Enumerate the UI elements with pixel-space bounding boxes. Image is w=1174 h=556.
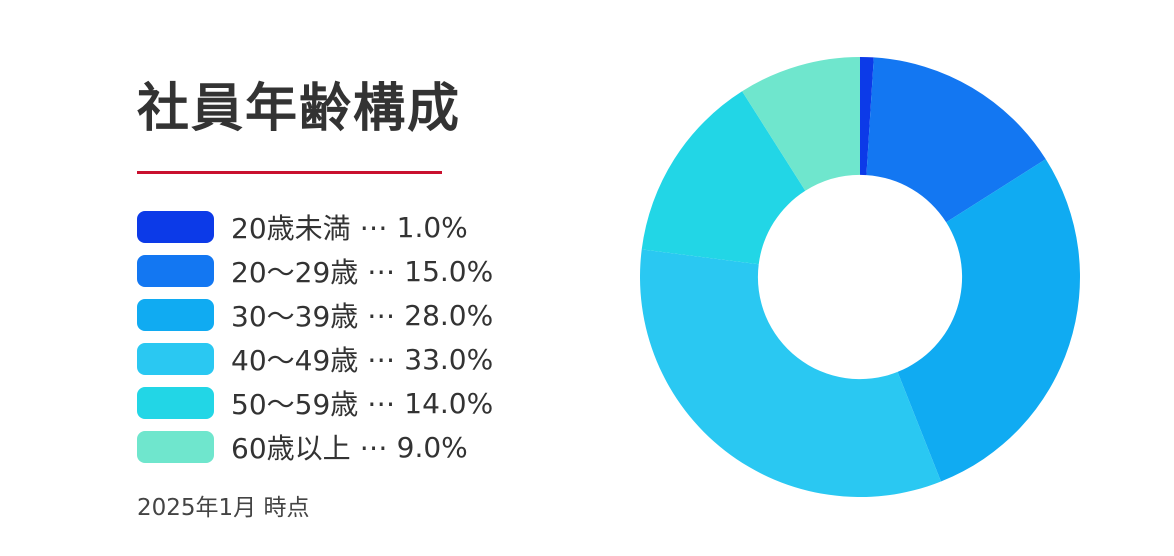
legend-row-40s: 40〜49歳 ⋯ 33.0% bbox=[137, 343, 493, 377]
legend-item-label: 60歳以上 bbox=[231, 432, 351, 465]
legend-separator: ⋯ bbox=[367, 386, 396, 420]
legend-item-text: 20歳未満 ⋯ 1.0% bbox=[231, 207, 468, 247]
legend-item-value: 9.0% bbox=[396, 430, 468, 464]
legend-item-value: 15.0% bbox=[404, 254, 494, 288]
legend-item-text: 40〜49歳 ⋯ 33.0% bbox=[231, 339, 493, 379]
legend-item-label: 30〜39歳 bbox=[231, 300, 359, 333]
legend-color-swatch bbox=[137, 343, 214, 375]
legend-item-text: 30〜39歳 ⋯ 28.0% bbox=[231, 295, 493, 335]
legend-separator: ⋯ bbox=[367, 342, 396, 376]
legend-row-60plus: 60歳以上 ⋯ 9.0% bbox=[137, 431, 493, 465]
donut-slice-1 bbox=[860, 57, 874, 176]
legend-color-swatch bbox=[137, 255, 214, 287]
legend-separator: ⋯ bbox=[367, 254, 396, 288]
legend-item-value: 28.0% bbox=[404, 298, 494, 332]
legend-row-30s: 30〜39歳 ⋯ 28.0% bbox=[137, 299, 493, 333]
legend-color-swatch bbox=[137, 299, 214, 331]
legend-row-20s: 20〜29歳 ⋯ 15.0% bbox=[137, 255, 493, 289]
donut-slice-5 bbox=[641, 91, 806, 265]
donut-chart bbox=[640, 57, 1080, 497]
legend-item-text: 50〜59歳 ⋯ 14.0% bbox=[231, 383, 493, 423]
footnote: 2025年1月 時点 bbox=[137, 495, 310, 521]
legend-item-text: 20〜29歳 ⋯ 15.0% bbox=[231, 251, 493, 291]
legend-separator: ⋯ bbox=[359, 210, 388, 244]
donut-slice-6 bbox=[742, 57, 860, 191]
legend-separator: ⋯ bbox=[359, 430, 388, 464]
donut-slice-2 bbox=[866, 57, 1046, 223]
donut-slices-group bbox=[640, 57, 1080, 497]
legend-color-swatch bbox=[137, 211, 214, 243]
legend-row-under20: 20歳未満 ⋯ 1.0% bbox=[137, 211, 493, 245]
legend-item-label: 20歳未満 bbox=[231, 212, 351, 245]
legend-row-50s: 50〜59歳 ⋯ 14.0% bbox=[137, 387, 493, 421]
legend-color-swatch bbox=[137, 387, 214, 419]
legend-item-label: 50〜59歳 bbox=[231, 388, 359, 421]
legend-item-value: 33.0% bbox=[404, 342, 494, 376]
legend-item-label: 20〜29歳 bbox=[231, 256, 359, 289]
legend-item-value: 1.0% bbox=[396, 210, 468, 244]
legend: 20歳未満 ⋯ 1.0% 20〜29歳 ⋯ 15.0% 30〜39歳 ⋯ 28.0% 40〜… bbox=[137, 211, 493, 465]
donut-slice-3 bbox=[897, 159, 1080, 482]
page-title: 社員年齢構成 bbox=[137, 79, 462, 139]
legend-item-label: 40〜49歳 bbox=[231, 344, 359, 377]
legend-item-text: 60歳以上 ⋯ 9.0% bbox=[231, 427, 468, 467]
donut-slice-4 bbox=[640, 249, 941, 497]
legend-color-swatch bbox=[137, 431, 214, 463]
legend-item-value: 14.0% bbox=[404, 386, 494, 420]
title-underline bbox=[137, 171, 442, 174]
legend-separator: ⋯ bbox=[367, 298, 396, 332]
